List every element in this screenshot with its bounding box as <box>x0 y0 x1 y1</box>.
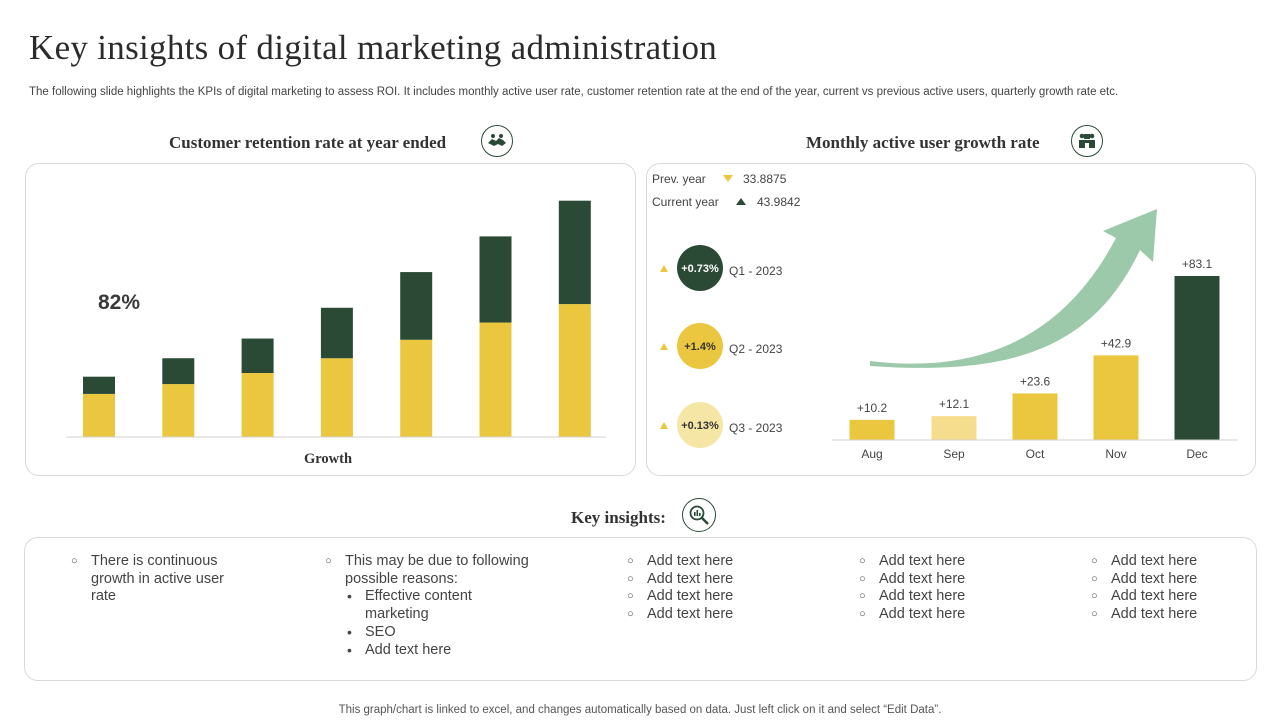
list-item: Add text here <box>627 553 807 571</box>
list-item: SEO <box>345 624 495 642</box>
list-item: Add text here <box>1091 553 1251 571</box>
insight-column-4: Add text hereAdd text hereAdd text hereA… <box>859 553 1039 624</box>
x-tick-label: Nov <box>1105 447 1126 461</box>
list-item: Add text here <box>627 606 807 624</box>
x-tick-label: Dec <box>1186 447 1207 461</box>
retention-chart: 82% Growth <box>66 200 606 467</box>
data-label: +42.9 <box>1101 336 1132 350</box>
bar-segment-base <box>479 322 512 437</box>
growth-chart: Prev. year 33.8875 Current year 43.9842 … <box>652 172 1238 461</box>
legend-prev-label: Prev. year <box>652 172 706 186</box>
list-item: Add text here <box>627 571 807 589</box>
bar <box>849 419 895 440</box>
bar-segment-base <box>162 384 195 437</box>
insight-column-3: Add text hereAdd text hereAdd text hereA… <box>627 553 807 624</box>
bar <box>931 416 977 440</box>
bar <box>1093 355 1139 440</box>
list-item: Add text here <box>859 606 1039 624</box>
up-triangle-icon <box>660 422 668 429</box>
bar-segment-top <box>241 338 274 373</box>
quarter-label: Q3 - 2023 <box>729 421 783 435</box>
retention-annotation: 82% <box>98 291 140 314</box>
list-item: Add text here <box>345 642 495 660</box>
list-item: Effective content marketing <box>345 588 495 623</box>
list-item: There is continuous growth in active use… <box>71 553 226 606</box>
list-item: Add text here <box>1091 606 1251 624</box>
quarter-value: +1.4% <box>684 341 716 353</box>
quarter-value: +0.13% <box>681 420 719 432</box>
bar-segment-top <box>558 200 591 305</box>
quarter-label: Q1 - 2023 <box>729 264 783 278</box>
bar-segment-top <box>400 272 433 340</box>
up-triangle-icon <box>660 265 668 272</box>
list-item: Add text here <box>1091 571 1251 589</box>
up-triangle-icon <box>660 343 668 350</box>
list-item: Add text here <box>859 553 1039 571</box>
footer-note: This graph/chart is linked to excel, and… <box>338 704 942 716</box>
bar-segment-top <box>83 376 115 394</box>
quarter-q3: +0.13% Q3 - 2023 <box>660 402 783 448</box>
data-label: +12.1 <box>939 397 970 411</box>
retention-x-label: Growth <box>304 451 352 467</box>
insight-column-5: Add text hereAdd text hereAdd text hereA… <box>1091 553 1251 624</box>
bar <box>1174 276 1220 440</box>
bar-segment-base <box>558 304 591 437</box>
bar-segment-top <box>479 236 512 323</box>
bar-segment-base <box>320 358 353 437</box>
quarter-q1: +0.73% Q1 - 2023 <box>660 245 783 291</box>
quarter-label: Q2 - 2023 <box>729 342 783 356</box>
data-label: +10.2 <box>857 401 888 415</box>
growth-rate-heading: Monthly active user growth rate <box>806 133 1040 152</box>
bar-segment-top <box>162 358 195 385</box>
list-item: This may be due to following possible re… <box>325 553 545 659</box>
list-item: Add text here <box>1091 588 1251 606</box>
data-label: +23.6 <box>1020 374 1051 388</box>
magnifier-chart-icon <box>682 498 716 532</box>
up-triangle-icon <box>736 198 746 205</box>
x-tick-label: Oct <box>1026 447 1045 461</box>
quarter-q2: +1.4% Q2 - 2023 <box>660 323 783 369</box>
quarter-value: +0.73% <box>681 263 719 275</box>
list-item: Add text here <box>859 588 1039 606</box>
data-label: +83.1 <box>1182 257 1213 271</box>
bar-segment-base <box>400 339 433 437</box>
legend-current-label: Current year <box>652 195 719 209</box>
legend-prev-value: 33.8875 <box>743 172 787 186</box>
bar-segment-top <box>320 307 353 359</box>
team-meeting-icon <box>1071 125 1103 157</box>
bar-segment-base <box>241 373 274 437</box>
list-item: Add text here <box>859 571 1039 589</box>
x-tick-label: Sep <box>943 447 965 461</box>
x-tick-label: Aug <box>861 447 882 461</box>
page-subtitle: The following slide highlights the KPIs … <box>29 86 1119 98</box>
bar-segment-base <box>83 393 115 437</box>
down-triangle-icon <box>723 175 733 182</box>
insight-column-1: There is continuous growth in active use… <box>71 553 251 606</box>
bar <box>1012 393 1058 440</box>
handshake-icon <box>481 125 513 157</box>
legend-current-value: 43.9842 <box>757 195 801 209</box>
insights-heading: Key insights: <box>571 508 666 527</box>
growth-arrow-icon <box>870 209 1157 368</box>
retention-heading: Customer retention rate at year ended <box>169 133 447 152</box>
page-title: Key insights of digital marketing admini… <box>29 28 718 67</box>
list-item: Add text here <box>627 588 807 606</box>
insight-column-2: This may be due to following possible re… <box>325 553 545 659</box>
